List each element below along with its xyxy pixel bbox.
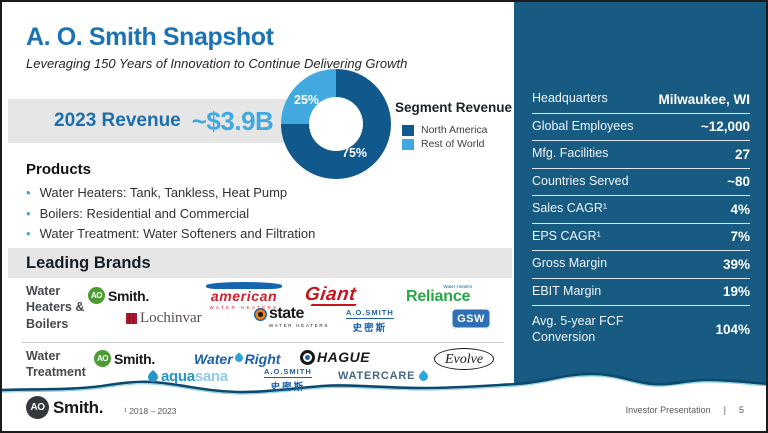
brand-logo-reliance: Reliance Water Heaters xyxy=(406,284,473,305)
stat-row: Avg. 5-year FCF Conversion 104% xyxy=(532,306,750,353)
product-item: Water Heaters: Tank, Tankless, Heat Pump xyxy=(26,183,315,204)
stat-label: Gross Margin xyxy=(532,256,608,271)
brand-logo-watercare: WATER CARE xyxy=(338,369,431,383)
stat-value: 19% xyxy=(722,284,750,300)
legend-swatch-icon xyxy=(402,138,414,150)
legend-item: North America xyxy=(402,124,512,136)
product-list: Water Heaters: Tank, Tankless, Heat Pump… xyxy=(26,183,316,245)
stat-row: Headquarters Milwaukee, WI xyxy=(532,86,750,114)
stat-row: Gross Margin 39% xyxy=(532,251,750,279)
revenue-banner: 2023 Revenue ~$3.9B xyxy=(8,99,314,143)
legend-title: Segment Revenue xyxy=(395,100,513,115)
brand-logo-aosmith: AO Smith. xyxy=(88,287,149,304)
stat-label: Headquarters xyxy=(532,91,608,106)
legend-items: North America Rest of World xyxy=(395,124,512,150)
stat-label: EBIT Margin xyxy=(532,283,602,298)
stat-label: Global Employees xyxy=(532,118,634,133)
stat-value: ~80 xyxy=(727,174,750,190)
chart-legend: Segment Revenue North America Rest of Wor… xyxy=(395,100,512,152)
hague-ring-icon xyxy=(300,349,315,365)
aosmith-circle-icon: AO xyxy=(94,350,111,367)
donut-label-rest-of-world: 25% xyxy=(294,93,320,107)
brand-logo-water-right: Water Right xyxy=(194,351,281,367)
leading-brands-banner: Leading Brands xyxy=(8,248,512,278)
aosmith-circle-icon: AO xyxy=(88,287,105,304)
brand-category-water-heaters-boilers: Water Heaters & Boilers xyxy=(26,284,85,331)
legend-label: North America xyxy=(421,124,488,136)
stat-label: Countries Served xyxy=(532,173,629,188)
brand-logo-hague: HAGUE xyxy=(300,349,370,365)
footer-meta: Investor Presentation | 5 xyxy=(626,405,744,415)
stat-value: ~12,000 xyxy=(700,119,750,135)
stat-label: Mfg. Facilities xyxy=(532,146,609,161)
footer-aosmith-logo: AO Smith. xyxy=(26,396,103,419)
segment-revenue-donut-chart: 25% 75% xyxy=(281,69,391,179)
brand-logo-gsw: GSW xyxy=(451,308,491,329)
leading-brands-heading: Leading Brands xyxy=(26,253,151,272)
stat-row: EPS CAGR¹ 7% xyxy=(532,224,750,251)
legend-item: Rest of World xyxy=(402,138,512,150)
stats-table: Headquarters Milwaukee, WI Global Employee… xyxy=(532,86,750,353)
page-title: A. O. Smith Snapshot xyxy=(26,23,274,51)
legend-label: Rest of World xyxy=(421,138,485,150)
water-drop-icon xyxy=(232,351,245,364)
state-target-icon xyxy=(254,307,267,321)
water-wave-divider xyxy=(2,372,766,402)
stat-row: Global Employees ~12,000 xyxy=(532,114,750,141)
stat-row: Mfg. Facilities 27 xyxy=(532,141,750,169)
stat-value: 4% xyxy=(730,201,750,217)
stat-row: EBIT Margin 19% xyxy=(532,279,750,306)
brand-logo-evolve: Evolve xyxy=(434,348,495,370)
product-item: Water Treatment: Water Softeners and Fil… xyxy=(26,224,316,245)
american-swoosh-icon xyxy=(206,282,282,289)
stat-row: Sales CAGR¹ 4% xyxy=(532,196,750,224)
brand-logo-aosmith-china: A.O.SMITH 史密斯 xyxy=(264,367,312,393)
brand-logo-state: state WATER HEATERS xyxy=(254,306,329,328)
brand-logo-aosmith-china: A.O.SMITH 史密斯 xyxy=(346,308,394,334)
stat-label: Avg. 5-year FCF Conversion xyxy=(532,313,624,344)
stat-value: 27 xyxy=(734,146,750,162)
doc-label: Investor Presentation xyxy=(625,405,711,415)
stat-value: 39% xyxy=(722,256,750,272)
legend-swatch-icon xyxy=(402,124,414,136)
brand-logo-aquasana: aquasana xyxy=(145,368,228,386)
brand-logo-lochinvar: Lochinvar xyxy=(126,310,202,327)
stat-value: 104% xyxy=(715,322,750,337)
stat-value: 7% xyxy=(730,229,750,245)
footer-divider: | xyxy=(723,405,726,415)
revenue-label: 2023 Revenue xyxy=(54,110,181,131)
lochinvar-flag-icon xyxy=(126,313,137,324)
donut-label-north-america: 75% xyxy=(342,146,368,160)
products-heading: Products xyxy=(26,161,92,178)
stat-label: Sales CAGR¹ xyxy=(532,201,608,216)
brand-logo-giant: Giant xyxy=(303,284,358,305)
page-number: 5 xyxy=(738,405,744,415)
brand-row-divider xyxy=(22,342,504,343)
stat-value: Milwaukee, WI xyxy=(658,91,750,107)
water-drop-icon xyxy=(417,369,431,383)
aosmith-circle-icon: AO xyxy=(26,396,49,419)
stat-label: EPS CAGR¹ xyxy=(532,228,601,243)
brand-category-water-treatment: Water Treatment xyxy=(26,349,86,380)
stat-row: Countries Served ~80 xyxy=(532,169,750,196)
brand-logo-american: american WATER HEATERS xyxy=(206,282,282,310)
revenue-value: ~$3.9B xyxy=(191,105,274,136)
water-drop-icon xyxy=(145,369,161,385)
page-subtitle: Leveraging 150 Years of Innovation to Co… xyxy=(26,56,408,71)
key-stats-panel: Headquarters Milwaukee, WI Global Employee… xyxy=(514,2,766,396)
brand-logo-aosmith: AO Smith. xyxy=(94,350,155,367)
product-item: Boilers: Residential and Commercial xyxy=(26,204,315,225)
donut-hole xyxy=(309,97,363,151)
footnote: ¹ 2018 – 2023 xyxy=(124,406,177,416)
